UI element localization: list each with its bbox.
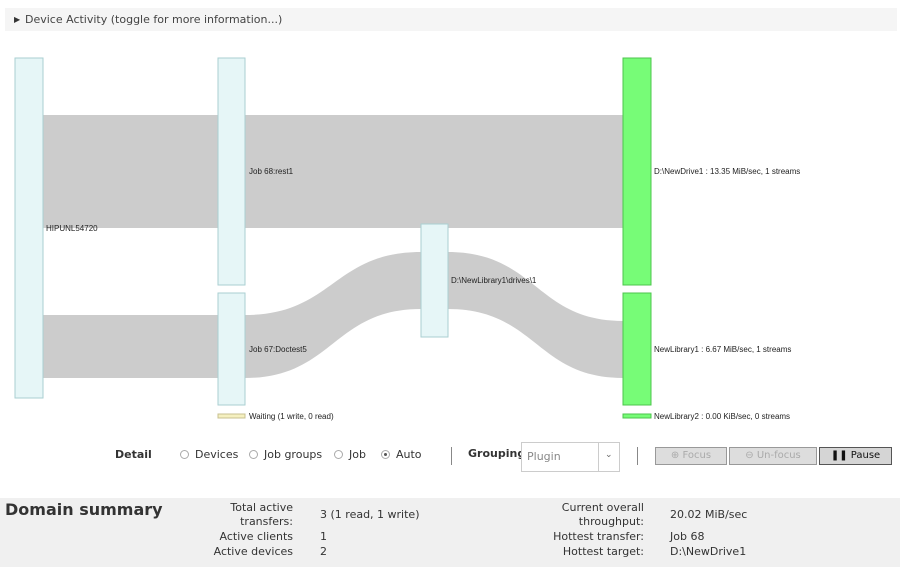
hottest-target-label: Hottest target: <box>562 545 644 558</box>
label-waiting: Waiting (1 write, 0 read) <box>249 412 334 421</box>
node-job67[interactable] <box>217 292 246 406</box>
detail-label: Detail <box>115 448 152 461</box>
divider <box>451 447 452 465</box>
radio-job[interactable]: Job <box>334 448 366 461</box>
total-active-label: Total active <box>230 501 293 514</box>
radio-auto[interactable]: Auto <box>381 448 422 461</box>
devices-label: Active devices <box>213 545 293 558</box>
label-job68: Job 68:rest1 <box>249 167 294 176</box>
total-active-value: 3 (1 read, 1 write) <box>320 508 420 521</box>
grouping-label: Grouping <box>468 447 526 460</box>
clients-label: Active clients <box>219 530 293 543</box>
hottest-target-value: D:\NewDrive1 <box>670 545 747 558</box>
pause-icon: ❚❚ <box>830 450 848 461</box>
label-job67: Job 67:Doctest5 <box>249 345 307 354</box>
chevron-down-icon: ⌄ <box>605 450 613 460</box>
radio-job-groups[interactable]: Job groups <box>249 448 322 461</box>
device-activity-toggle[interactable]: ▶ Device Activity (toggle for more infor… <box>5 8 897 31</box>
triangle-right-icon: ▶ <box>14 15 21 24</box>
focus-button[interactable]: ⊕ Focus <box>655 447 727 465</box>
link-job67-drivepath[interactable] <box>245 252 421 378</box>
summary-title: Domain summary <box>5 500 163 519</box>
link-job68-newdrive1[interactable] <box>245 115 623 228</box>
unfocus-button[interactable]: ⊖ Un-focus <box>729 447 817 465</box>
link-client-job68[interactable] <box>43 115 218 228</box>
domain-summary: Domain summary Total active transfers: 3 … <box>0 498 900 567</box>
label-client: HIPUNL54720 <box>46 224 98 233</box>
label-newlibrary2: NewLibrary2 : 0.00 KiB/sec, 0 streams <box>654 412 790 421</box>
label-newlibrary1: NewLibrary1 : 6.67 MiB/sec, 1 streams <box>654 345 791 354</box>
divider <box>637 447 638 465</box>
node-drivepath[interactable] <box>420 223 449 338</box>
throughput-value: 20.02 MiB/sec <box>670 508 748 521</box>
link-drivepath-newlibrary1[interactable] <box>448 252 623 378</box>
sankey-diagram: HIPUNL54720 Job 68:rest1 Job 67:Doctest5… <box>14 57 800 421</box>
pause-button[interactable]: ❚❚ Pause <box>819 447 892 465</box>
node-waiting[interactable] <box>217 413 246 419</box>
device-activity-title: Device Activity (toggle for more informa… <box>25 13 283 26</box>
hottest-transfer-label: Hottest transfer: <box>553 530 644 543</box>
node-job68[interactable] <box>217 57 246 286</box>
devices-value: 2 <box>320 545 327 558</box>
node-newlibrary2[interactable] <box>622 413 652 419</box>
link-client-job67[interactable] <box>43 315 218 378</box>
zoom-out-icon: ⊖ <box>745 450 754 461</box>
grouping-select[interactable]: Plugin ⌄ <box>521 442 620 472</box>
label-drivepath: D:\NewLibrary1\drives\1 <box>451 276 537 285</box>
radio-devices[interactable]: Devices <box>180 448 238 461</box>
zoom-in-icon: ⊕ <box>670 450 680 461</box>
node-newdrive1[interactable] <box>622 57 652 286</box>
clients-value: 1 <box>320 530 327 543</box>
label-newdrive1: D:\NewDrive1 : 13.35 MiB/sec, 1 streams <box>654 167 800 176</box>
node-newlibrary1[interactable] <box>622 292 652 406</box>
controls-bar: Detail Devices Job groups Job Auto Group… <box>0 441 900 472</box>
node-client[interactable] <box>14 57 44 399</box>
throughput-label: Current overall <box>561 501 644 514</box>
hottest-transfer-value: Job 68 <box>670 530 705 543</box>
